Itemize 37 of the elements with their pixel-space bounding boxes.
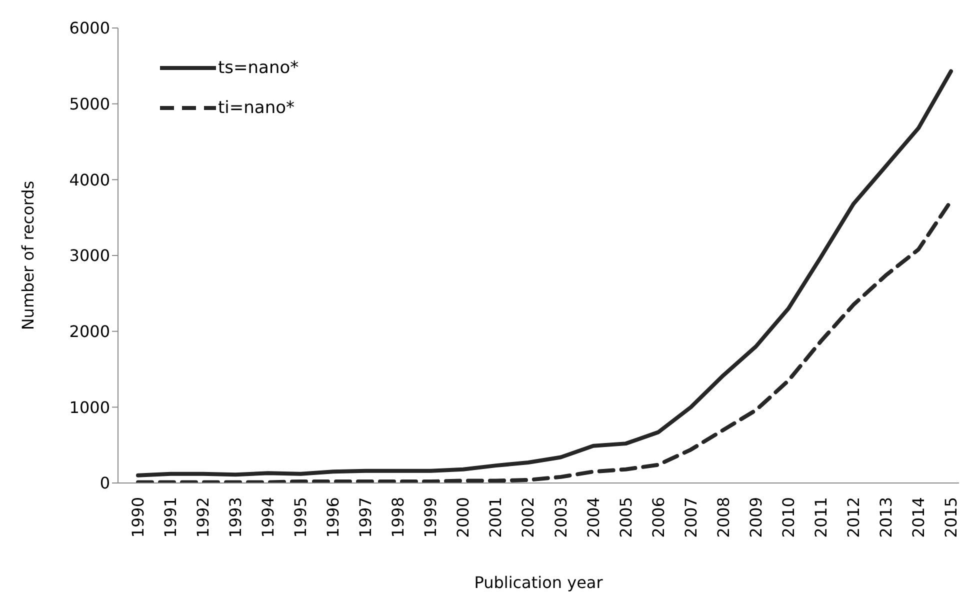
x-tick-label: 2012 bbox=[844, 497, 863, 538]
y-tick-label: 1000 bbox=[69, 398, 110, 417]
legend-label: ti=nano* bbox=[218, 98, 294, 118]
x-tick-label: 2014 bbox=[908, 497, 928, 538]
x-tick-label: 1995 bbox=[291, 497, 310, 538]
x-tick-label: 2009 bbox=[746, 497, 766, 538]
y-tick-label: 0 bbox=[100, 474, 110, 493]
x-tick-label: 2007 bbox=[681, 497, 700, 538]
x-tick-label: 2004 bbox=[584, 497, 603, 538]
x-tick-label: 1991 bbox=[161, 497, 180, 538]
x-tick-label: 2010 bbox=[778, 497, 798, 538]
y-tick-label: 3000 bbox=[69, 246, 110, 266]
x-tick-label: 2003 bbox=[551, 497, 570, 538]
y-tick-label: 5000 bbox=[69, 94, 110, 114]
x-axis-title: Publication year bbox=[474, 573, 604, 592]
x-tick-label: 2001 bbox=[486, 497, 506, 538]
x-tick-label: 2005 bbox=[616, 497, 636, 538]
x-tick-label: 2013 bbox=[876, 497, 896, 538]
x-tick-label: 2015 bbox=[942, 497, 960, 538]
x-tick-label: 1994 bbox=[258, 497, 278, 538]
x-tick-label: 1999 bbox=[421, 497, 440, 538]
x-tick-label: 1990 bbox=[128, 497, 148, 538]
x-tick-label: 1998 bbox=[388, 497, 408, 538]
x-tick-label: 1996 bbox=[324, 497, 343, 538]
legend-label: ts=nano* bbox=[218, 58, 299, 78]
y-tick-label: 6000 bbox=[69, 18, 110, 38]
x-tick-label: 2011 bbox=[811, 497, 830, 538]
x-tick-label: 2002 bbox=[518, 497, 538, 538]
x-tick-label: 1997 bbox=[356, 497, 376, 538]
y-axis-title: Number of records bbox=[18, 180, 38, 330]
x-tick-label: 2006 bbox=[648, 497, 668, 538]
x-tick-label: 2000 bbox=[454, 497, 473, 538]
x-tick-label: 2008 bbox=[714, 497, 733, 538]
x-tick-label: 1993 bbox=[226, 497, 246, 538]
y-tick-label: 4000 bbox=[69, 170, 110, 190]
x-tick-label: 1992 bbox=[194, 497, 213, 538]
y-tick-label: 2000 bbox=[69, 322, 110, 342]
